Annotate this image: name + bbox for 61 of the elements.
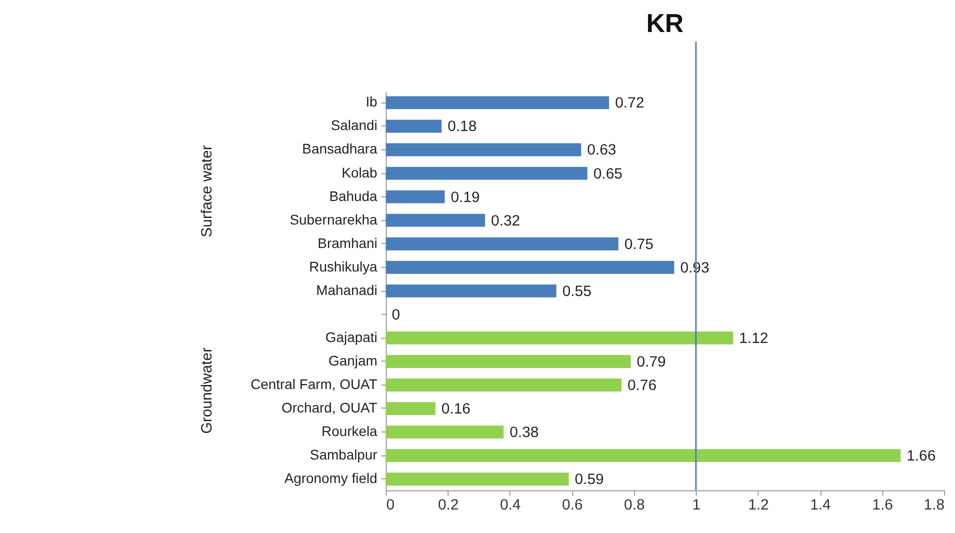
- y-tick-label: Kolab: [342, 164, 378, 180]
- y-tick-label: Ganjam: [328, 352, 378, 368]
- data-label: 0.18: [448, 118, 477, 136]
- data-label: 0.55: [562, 282, 592, 300]
- bar: [386, 96, 610, 110]
- bar: [386, 378, 622, 392]
- data-label: 0.59: [574, 471, 604, 488]
- y-tick-label: Subernarekha: [290, 211, 378, 228]
- data-label: 0.32: [491, 212, 520, 230]
- y-tick-label: Agronomy field: [284, 470, 378, 486]
- x-tick-label: 1.2: [748, 496, 769, 514]
- x-tick-label: 1.6: [872, 496, 893, 514]
- chart-title: KR: [646, 10, 684, 38]
- y-tick-label: Rourkela: [322, 423, 378, 440]
- x-tick-label: 1.8: [924, 496, 945, 514]
- y-tick-label: Rushikulya: [309, 258, 378, 274]
- y-tick-label: Salandi: [330, 117, 378, 134]
- data-label: 0.76: [627, 376, 657, 394]
- bar: [386, 331, 734, 344]
- bar: [386, 472, 569, 486]
- y-tick-label: Bahuda: [329, 188, 378, 204]
- x-tick-label: 0: [386, 496, 395, 514]
- y-tick-label: Gajapati: [325, 328, 378, 345]
- bar: [386, 143, 582, 156]
- y-tick-label: Ib: [366, 94, 378, 110]
- data-label: 0.38: [510, 424, 539, 442]
- y-tick-label: Mahanadi: [316, 282, 378, 298]
- bar: [386, 120, 442, 133]
- bar: [386, 237, 618, 250]
- bar: [386, 449, 901, 462]
- x-tick-label: 0.2: [438, 496, 459, 514]
- y-tick-label: Bramhani: [318, 234, 378, 251]
- bar: [386, 214, 486, 227]
- bar: [386, 166, 588, 180]
- data-label: 1.12: [739, 330, 768, 347]
- data-label: 0.65: [593, 165, 622, 182]
- bar: [386, 426, 504, 439]
- x-tick-label: 1.4: [810, 496, 831, 514]
- bar: [386, 260, 674, 274]
- bar: [386, 355, 631, 368]
- data-label: 0.75: [624, 236, 654, 253]
- data-label: 0.72: [615, 94, 644, 112]
- data-label: 0.79: [636, 353, 666, 370]
- y-tick-label: Orchard, OUAT: [282, 400, 378, 416]
- data-label: 1.66: [906, 448, 936, 465]
- data-label: 0.19: [450, 188, 480, 206]
- y-tick-label: Central Farm, OUAT: [250, 376, 378, 392]
- data-label: 0: [392, 306, 400, 324]
- text: Groundwater: [198, 347, 216, 434]
- y-tick-label: Sambalpur: [310, 446, 378, 463]
- text: Surface water: [198, 145, 216, 238]
- data-label: 0.16: [441, 400, 470, 418]
- y-tick-label: Bansadhara: [302, 140, 378, 157]
- bar: [386, 402, 436, 415]
- data-label: 0.63: [587, 142, 616, 159]
- bar: [386, 284, 556, 298]
- x-tick-label: 0.6: [562, 496, 583, 514]
- x-tick-label: 0.8: [624, 496, 645, 514]
- x-tick-label: 1: [692, 496, 701, 514]
- bar: [386, 190, 445, 204]
- x-tick-label: 0.4: [500, 496, 521, 514]
